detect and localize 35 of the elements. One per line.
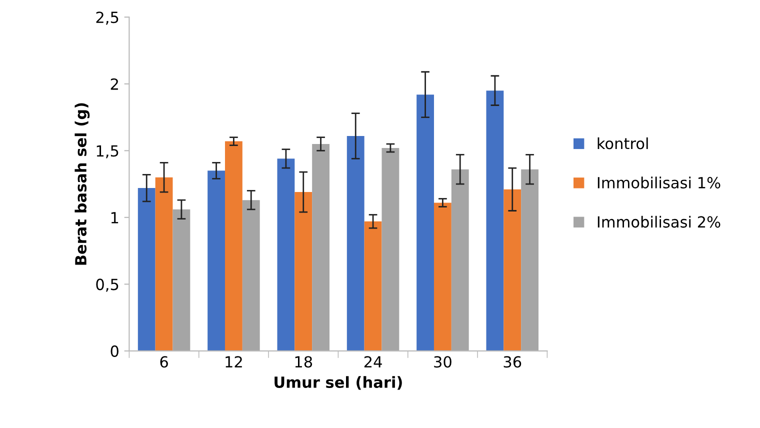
y-tick-label: 2,5 bbox=[96, 12, 118, 25]
x-tick-label: 6 bbox=[160, 356, 168, 368]
bar bbox=[364, 221, 382, 351]
bar bbox=[277, 158, 295, 351]
bar bbox=[416, 94, 434, 351]
bar bbox=[451, 169, 469, 351]
x-tick-label: 24 bbox=[364, 356, 382, 368]
bar bbox=[486, 90, 504, 351]
bar bbox=[434, 202, 452, 351]
y-tick-label: 0,5 bbox=[96, 278, 118, 292]
x-tick-label: 36 bbox=[504, 356, 522, 368]
bar bbox=[504, 189, 522, 351]
bar bbox=[521, 169, 538, 351]
bar bbox=[294, 192, 312, 351]
bar bbox=[172, 209, 190, 351]
legend-label: Immobilisasi 1% bbox=[598, 176, 720, 188]
bar bbox=[155, 177, 173, 351]
x-tick-label: 30 bbox=[434, 356, 452, 368]
bar bbox=[346, 136, 364, 351]
x-axis-title: Umur sel (hari) bbox=[274, 376, 402, 390]
bar bbox=[242, 200, 260, 351]
legend-label: kontrol bbox=[598, 137, 648, 150]
bar bbox=[382, 148, 400, 351]
x-tick-label: 18 bbox=[295, 356, 312, 368]
bar bbox=[138, 188, 156, 351]
bar bbox=[312, 144, 330, 351]
y-tick-label: 1,5 bbox=[96, 145, 118, 158]
x-tick-label: 12 bbox=[226, 356, 242, 368]
bar bbox=[208, 170, 225, 351]
y-tick-label: 2 bbox=[110, 78, 118, 90]
y-axis-title: Berat basah sel (g) bbox=[74, 103, 90, 265]
y-tick-label: 0 bbox=[110, 345, 118, 357]
legend-label: Immobilisasi 2% bbox=[598, 216, 720, 228]
bar bbox=[224, 141, 242, 351]
y-tick-label: 1 bbox=[111, 212, 118, 224]
